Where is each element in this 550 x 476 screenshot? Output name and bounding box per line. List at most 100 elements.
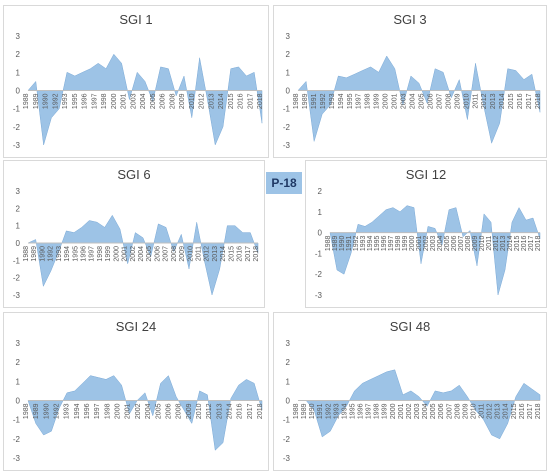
x-tick-label: 1988 <box>23 93 30 109</box>
x-tick-label: 1992 <box>52 93 59 109</box>
x-tick-label: 1989 <box>33 403 40 419</box>
x-tick-label: 2012 <box>487 403 494 419</box>
x-tick-label: 1990 <box>309 403 316 419</box>
x-tick-label: 2011 <box>472 93 479 108</box>
x-tick-label: 1995 <box>72 93 79 109</box>
y-tick-label: -1 <box>283 105 291 114</box>
x-tick-label: 2011 <box>479 403 486 418</box>
y-tick-label: -3 <box>13 454 21 463</box>
y-tick-label: -3 <box>315 291 323 300</box>
y-tick-label: 2 <box>286 50 291 59</box>
x-tick-label: 2003 <box>414 403 421 419</box>
y-tick-label: -1 <box>13 105 21 114</box>
x-tick-label: 2015 <box>508 93 515 109</box>
x-tick-label: 1996 <box>381 235 388 251</box>
chart-title: SGI 1 <box>119 12 153 27</box>
x-tick-label: 2012 <box>206 403 213 419</box>
y-tick-label: 1 <box>16 377 21 386</box>
x-tick-label: 1998 <box>97 246 104 262</box>
x-tick-label: 2015 <box>511 403 518 419</box>
x-tick-label: 2015 <box>228 93 235 109</box>
series-area <box>329 205 541 296</box>
x-tick-label: 2014 <box>218 93 225 109</box>
y-tick-label: -3 <box>283 141 291 150</box>
x-tick-label: 2001 <box>392 93 399 109</box>
x-tick-label: 1988 <box>293 93 300 109</box>
x-tick-label: 2018 <box>535 93 542 109</box>
y-tick-label: -3 <box>13 141 21 150</box>
y-tick-label: 1 <box>16 68 21 77</box>
x-tick-label: 2014 <box>226 403 233 419</box>
y-tick-label: 3 <box>16 339 21 348</box>
x-tick-label: 2008 <box>454 403 461 419</box>
x-tick-label: 2008 <box>445 93 452 109</box>
x-tick-label: 2004 <box>138 246 145 262</box>
x-tick-label: 2017 <box>247 403 254 419</box>
x-tick-label: 2014 <box>507 235 514 251</box>
x-tick-label: 2012 <box>199 93 206 109</box>
x-tick-label: 2004 <box>140 93 147 109</box>
y-tick-label: 2 <box>16 358 21 367</box>
x-tick-label: 1998 <box>365 93 372 109</box>
x-tick-label: 2010 <box>189 93 196 109</box>
x-tick-label: 1999 <box>374 93 381 109</box>
x-tick-label: 2009 <box>472 235 479 251</box>
x-tick-label: 2013 <box>500 235 507 251</box>
x-tick-label: 2018 <box>257 403 264 419</box>
x-tick-label: 2018 <box>535 403 542 419</box>
x-tick-label: 2010 <box>187 246 194 262</box>
x-tick-label: 1988 <box>325 235 332 251</box>
x-tick-label: 2016 <box>237 403 244 419</box>
x-tick-label: 2005 <box>155 403 162 419</box>
chart-title: SGI 24 <box>115 319 157 334</box>
x-tick-label: 1991 <box>346 235 353 251</box>
x-tick-label: 2009 <box>186 403 193 419</box>
x-tick-label: 1990 <box>43 93 50 109</box>
chart-panel-sgi-1: SGI 1 -3 -2 -1 0 1 2 3 1988 1989 1990 1992 1993 1995… <box>3 5 269 158</box>
y-tick-label: 3 <box>286 339 291 348</box>
x-tick-label: 2013 <box>490 93 497 109</box>
x-tick-label: 2010 <box>463 93 470 109</box>
x-tick-label: 1999 <box>382 403 389 419</box>
x-tick-label: 1989 <box>332 235 339 251</box>
x-tick-label: 2007 <box>163 246 170 262</box>
series-area <box>27 214 259 296</box>
y-tick-label: -3 <box>13 291 21 300</box>
series-area <box>298 369 541 440</box>
x-tick-label: 2009 <box>454 93 461 109</box>
x-tick-label: 1997 <box>91 93 98 109</box>
y-tick-label: 0 <box>16 87 21 96</box>
x-tick-label: 2018 <box>253 246 260 262</box>
x-tick-label: 1990 <box>39 246 46 262</box>
x-tick-label: 2001 <box>125 403 132 419</box>
x-tick-label: 2017 <box>527 403 534 419</box>
x-tick-label: 1997 <box>356 93 363 109</box>
x-tick-label: 1994 <box>338 93 345 109</box>
x-tick-label: 2012 <box>493 235 500 251</box>
x-tick-label: 1992 <box>54 403 61 419</box>
x-tick-label: 1988 <box>23 246 30 262</box>
y-tick-label: 3 <box>16 187 21 196</box>
x-tick-label: 2010 <box>479 235 486 251</box>
x-tick-label: 2005 <box>150 93 157 109</box>
x-tick-label: 2010 <box>196 403 203 419</box>
x-tick-label: 2008 <box>169 93 176 109</box>
x-tick-label: 1993 <box>56 246 63 262</box>
x-tick-label: 1992 <box>320 93 327 109</box>
x-tick-label: 2005 <box>418 93 425 109</box>
x-tick-label: 2009 <box>462 403 469 419</box>
x-tick-label: 1998 <box>104 403 111 419</box>
y-tick-label: 1 <box>286 68 291 77</box>
x-tick-label: 2005 <box>146 246 153 262</box>
x-tick-label: 2015 <box>228 246 235 262</box>
x-tick-label: 2000 <box>383 93 390 109</box>
x-tick-label: 2017 <box>247 93 254 109</box>
y-tick-label: -1 <box>13 416 21 425</box>
x-tick-label: 1991 <box>311 93 318 109</box>
x-tick-label: 1998 <box>374 403 381 419</box>
x-tick-label: 1992 <box>353 235 360 251</box>
series-area <box>27 375 263 451</box>
x-tick-label: 1989 <box>301 403 308 419</box>
y-tick-label: 2 <box>318 187 323 196</box>
x-tick-label: 1993 <box>329 93 336 109</box>
